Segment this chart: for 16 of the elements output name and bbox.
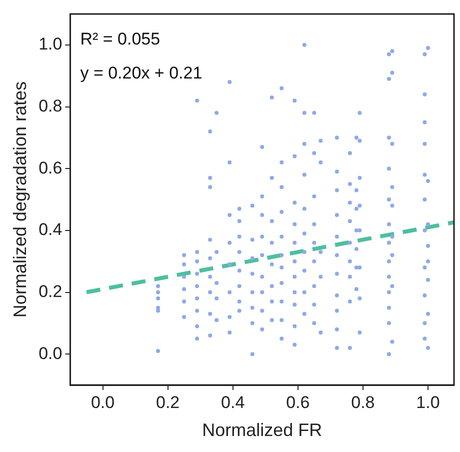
y-tick-label: 0.2 xyxy=(38,282,62,301)
x-tick-label: 0.2 xyxy=(156,392,180,412)
annotation: y = 0.20x + 0.21 xyxy=(80,64,202,83)
y-tick-label: 1.0 xyxy=(38,34,62,54)
y-tick-label: 0.6 xyxy=(38,158,62,178)
x-tick-label: 0.0 xyxy=(90,392,115,412)
y-tick-label: 0.8 xyxy=(38,96,62,116)
annotation: R² = 0.055 xyxy=(80,30,160,49)
x-axis-title: Normalized FR xyxy=(202,420,322,440)
x-tick-label: 0.8 xyxy=(351,392,375,412)
y-tick-label: 0.0 xyxy=(38,344,62,363)
y-tick-label: 0.4 xyxy=(38,220,62,240)
x-tick-label: 0.4 xyxy=(221,392,245,412)
x-tick-label: 1.0 xyxy=(416,392,440,412)
y-axis-title: Normalized degradation rates xyxy=(10,81,30,318)
x-tick-label: 0.6 xyxy=(286,392,310,412)
